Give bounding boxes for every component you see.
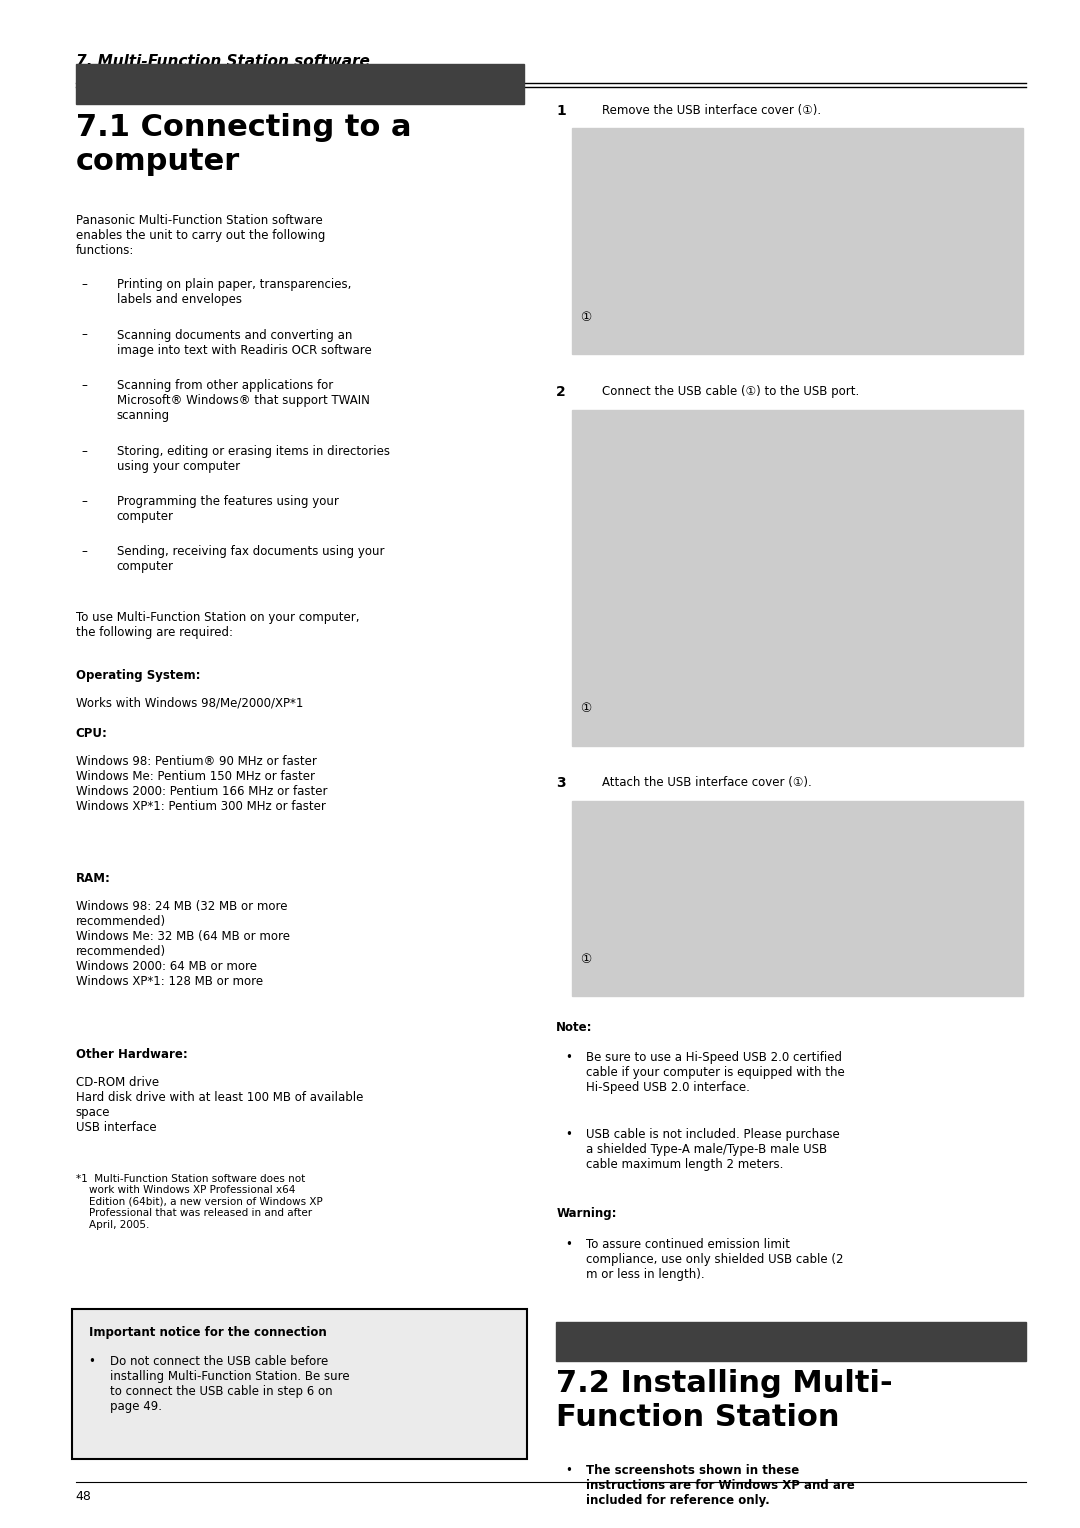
Text: ①: ① <box>580 952 591 966</box>
Text: Windows 98: 24 MB (32 MB or more
recommended)
Windows Me: 32 MB (64 MB or more
r: Windows 98: 24 MB (32 MB or more recomme… <box>76 900 289 989</box>
Text: To assure continued emission limit
compliance, use only shielded USB cable (2
m : To assure continued emission limit compl… <box>586 1238 843 1280</box>
Text: Do not connect the USB cable before
installing Multi-Function Station. Be sure
t: Do not connect the USB cable before inst… <box>110 1355 350 1413</box>
Text: 3: 3 <box>556 776 566 790</box>
Text: USB cable is not included. Please purchase
a shielded Type-A male/Type-B male US: USB cable is not included. Please purcha… <box>586 1128 840 1170</box>
Text: Storing, editing or erasing items in directories
using your computer: Storing, editing or erasing items in dir… <box>117 445 390 472</box>
Text: Connect the USB cable (①) to the USB port.: Connect the USB cable (①) to the USB por… <box>602 385 859 399</box>
Text: CPU:: CPU: <box>76 727 108 741</box>
Text: Sending, receiving fax documents using your
computer: Sending, receiving fax documents using y… <box>117 545 384 573</box>
Text: –: – <box>81 445 86 458</box>
Text: •: • <box>89 1355 95 1369</box>
Bar <box>76 64 524 104</box>
Text: Printing on plain paper, transparencies,
labels and envelopes: Printing on plain paper, transparencies,… <box>117 278 351 306</box>
Text: 48: 48 <box>76 1490 92 1504</box>
Text: –: – <box>81 278 86 292</box>
Text: Scanning documents and converting an
image into text with Readiris OCR software: Scanning documents and converting an ima… <box>117 329 372 356</box>
Text: Windows 98: Pentium® 90 MHz or faster
Windows Me: Pentium 150 MHz or faster
Wind: Windows 98: Pentium® 90 MHz or faster Wi… <box>76 755 327 813</box>
Text: Programming the features using your
computer: Programming the features using your comp… <box>117 495 338 523</box>
Text: Scanning from other applications for
Microsoft® Windows® that support TWAIN
scan: Scanning from other applications for Mic… <box>117 379 369 422</box>
FancyBboxPatch shape <box>72 1309 527 1459</box>
Text: The screenshots shown in these
instructions are for Windows XP and are
included : The screenshots shown in these instructi… <box>586 1464 855 1507</box>
Text: RAM:: RAM: <box>76 872 110 886</box>
Text: CD-ROM drive
Hard disk drive with at least 100 MB of available
space
USB interfa: CD-ROM drive Hard disk drive with at lea… <box>76 1076 363 1134</box>
Text: Attach the USB interface cover (①).: Attach the USB interface cover (①). <box>602 776 811 790</box>
Text: ①: ① <box>580 310 591 324</box>
Text: –: – <box>81 379 86 393</box>
Bar <box>572 128 1023 354</box>
Text: 7.2 Installing Multi-
Function Station: 7.2 Installing Multi- Function Station <box>556 1369 893 1432</box>
Text: To use Multi-Function Station on your computer,
the following are required:: To use Multi-Function Station on your co… <box>76 611 359 639</box>
Bar <box>572 410 1023 746</box>
Text: –: – <box>81 545 86 559</box>
Bar <box>556 1322 1026 1361</box>
Text: Panasonic Multi-Function Station software
enables the unit to carry out the foll: Panasonic Multi-Function Station softwar… <box>76 214 325 257</box>
Text: Note:: Note: <box>556 1021 593 1034</box>
Text: –: – <box>81 329 86 342</box>
Text: Remove the USB interface cover (①).: Remove the USB interface cover (①). <box>602 104 821 118</box>
Text: 7. Multi-Function Station software: 7. Multi-Function Station software <box>76 53 369 69</box>
Text: Other Hardware:: Other Hardware: <box>76 1048 187 1062</box>
Text: Be sure to use a Hi-Speed USB 2.0 certified
cable if your computer is equipped w: Be sure to use a Hi-Speed USB 2.0 certif… <box>586 1051 846 1094</box>
Text: ①: ① <box>580 701 591 715</box>
Text: –: – <box>81 495 86 509</box>
Text: *1  Multi-Function Station software does not
    work with Windows XP Profession: *1 Multi-Function Station software does … <box>76 1174 322 1230</box>
Text: Important notice for the connection: Important notice for the connection <box>89 1326 326 1340</box>
Text: Works with Windows 98/Me/2000/XP*1: Works with Windows 98/Me/2000/XP*1 <box>76 697 303 711</box>
Text: 7.1 Connecting to a
computer: 7.1 Connecting to a computer <box>76 113 411 176</box>
Text: •: • <box>565 1464 571 1478</box>
Text: Operating System:: Operating System: <box>76 669 200 683</box>
Text: 1: 1 <box>556 104 566 118</box>
Text: •: • <box>565 1128 571 1141</box>
Text: Warning:: Warning: <box>556 1207 617 1221</box>
Text: 2: 2 <box>556 385 566 399</box>
Text: •: • <box>565 1051 571 1065</box>
Text: •: • <box>565 1238 571 1251</box>
Bar <box>572 801 1023 996</box>
